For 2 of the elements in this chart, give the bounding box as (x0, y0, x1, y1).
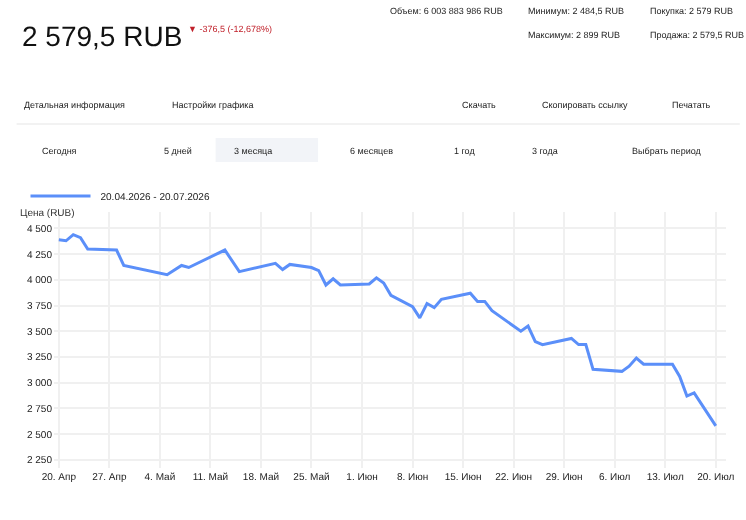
line-series (57, 233, 718, 428)
chart-title: 2 579,5 RUB (22, 20, 183, 52)
